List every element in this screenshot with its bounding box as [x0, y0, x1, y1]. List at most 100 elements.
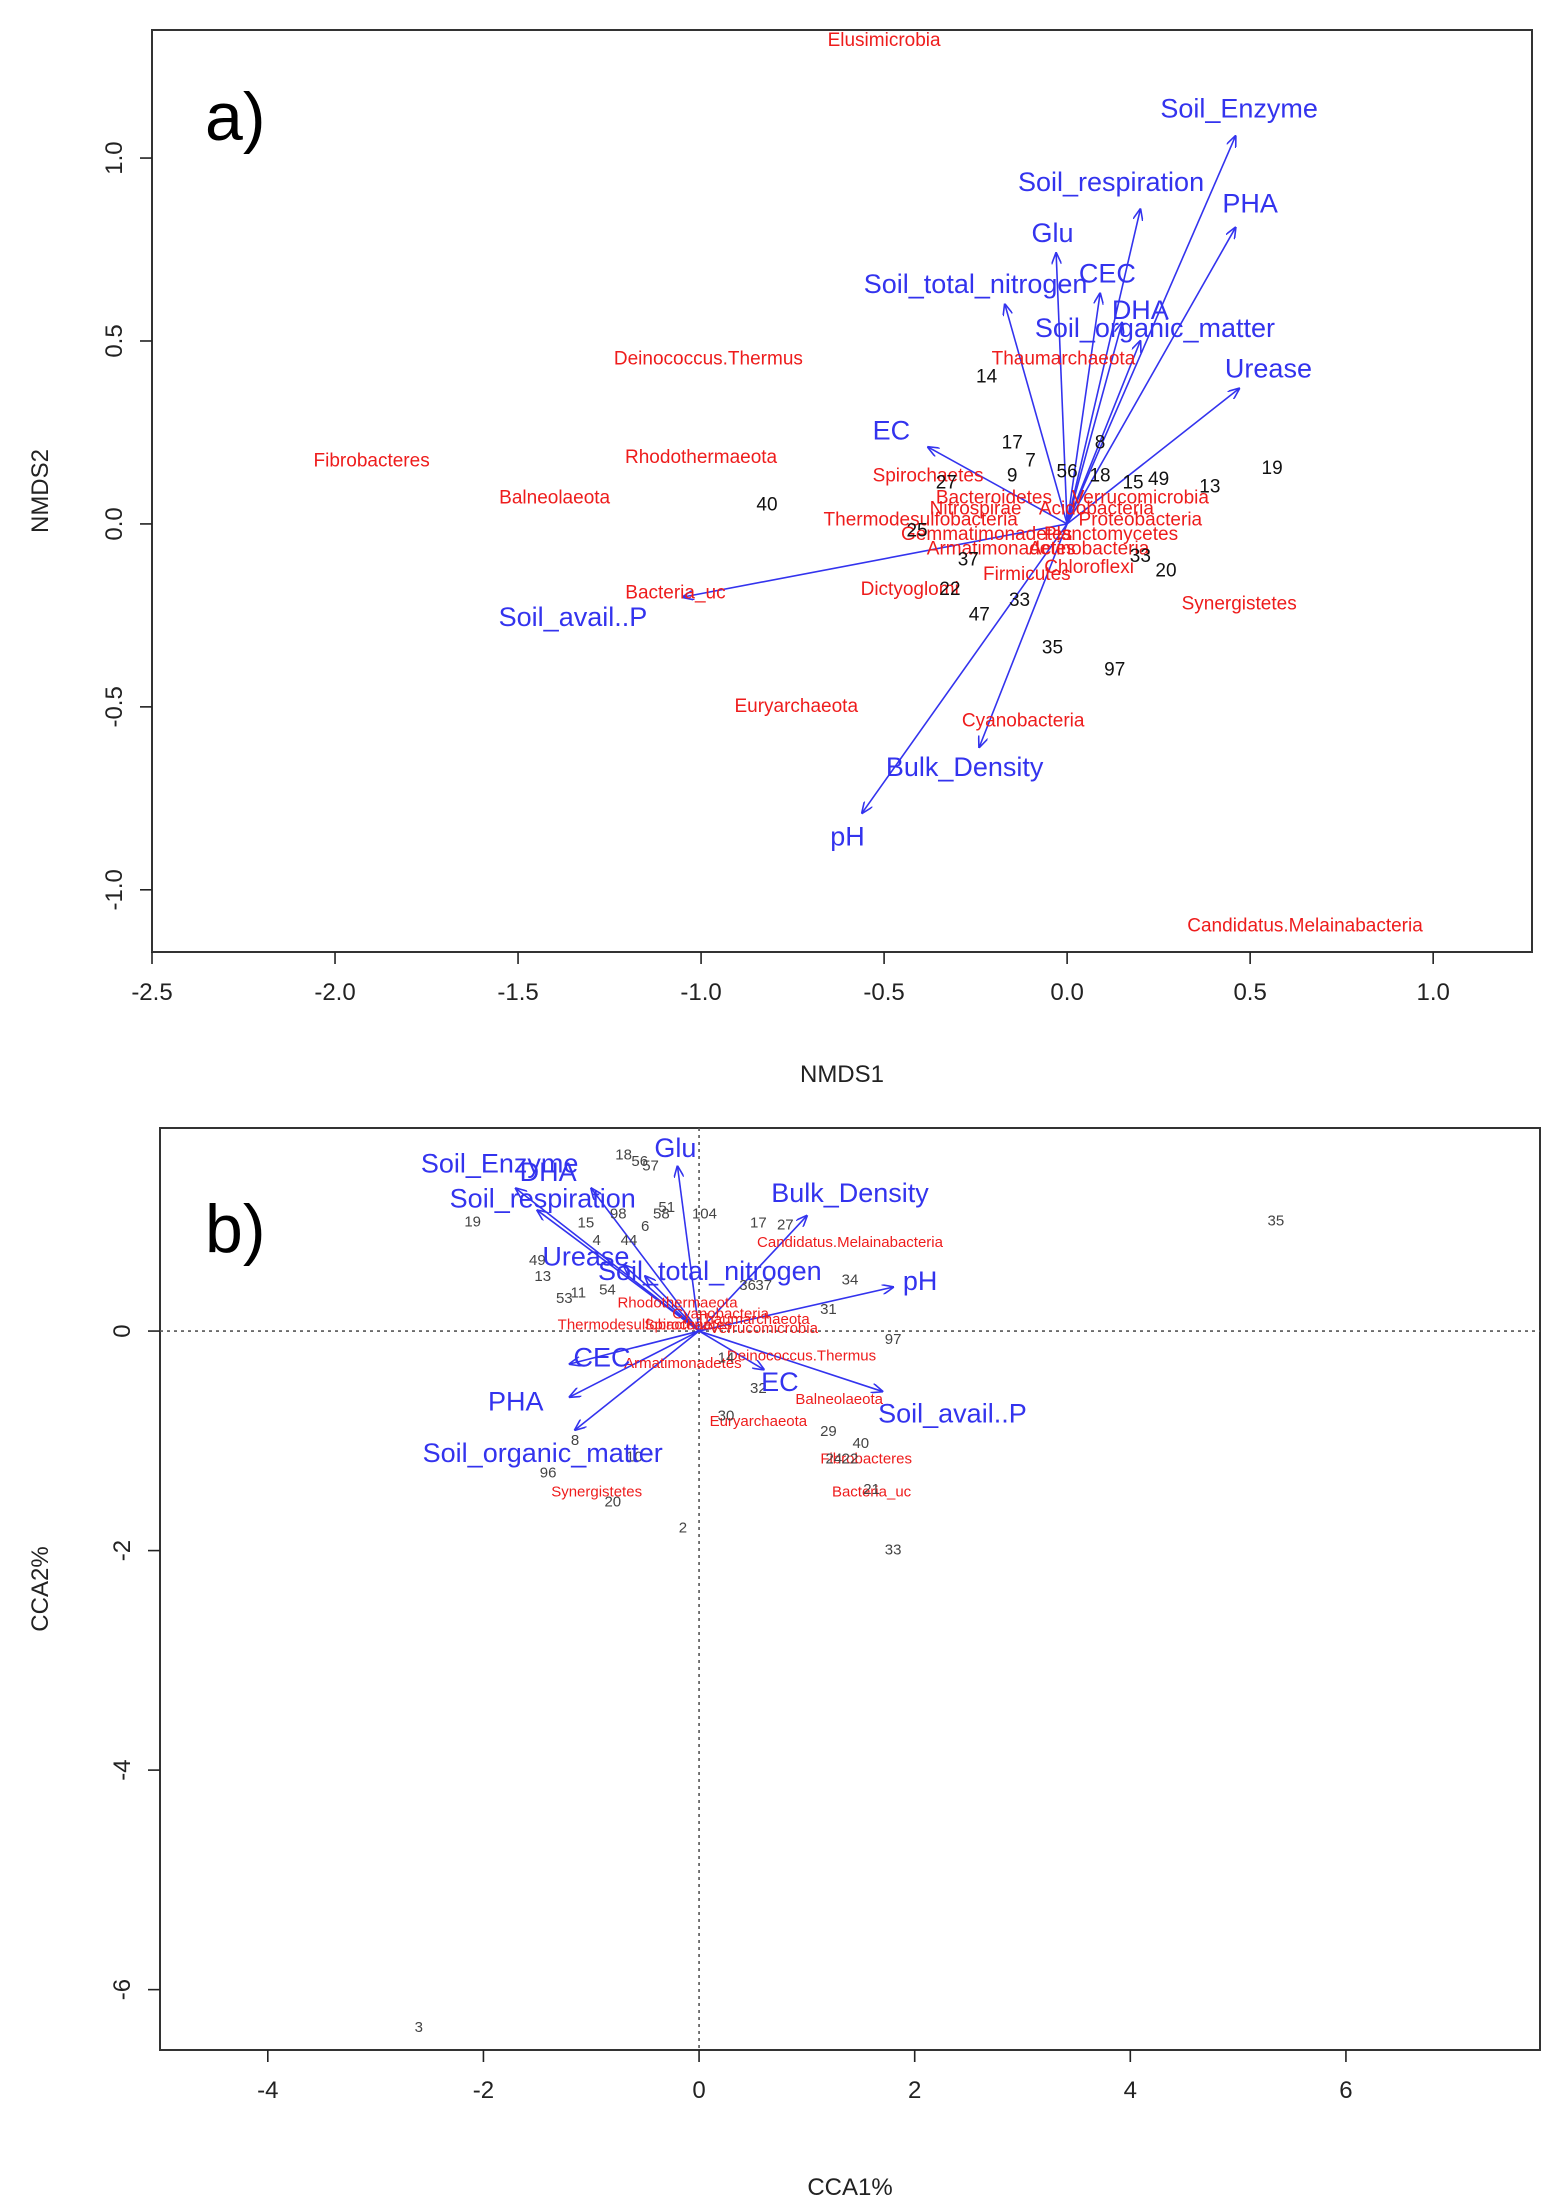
env-vector-label: Glu [1031, 218, 1073, 248]
env-vector-arrow [1066, 136, 1235, 525]
site-label: 14 [718, 1349, 735, 1366]
x-tick-label: -1.5 [497, 979, 538, 1006]
species-label: Balneolaeota [499, 487, 610, 508]
species-label: Bacteria_uc [832, 1483, 912, 1500]
species-label: Planctomycetes [1044, 524, 1178, 545]
site-label: 14 [976, 367, 998, 388]
x-tick-label: 1.0 [1416, 979, 1449, 1006]
species-label: Dictyoglomi [861, 579, 959, 600]
species-label: Chloroflexi [1044, 557, 1134, 578]
y-tick-label: -2 [109, 1540, 136, 1561]
species-label: Bacteria_uc [625, 582, 725, 603]
site-label: 35 [1268, 1212, 1285, 1229]
species-label: Armatimonadetes [927, 539, 1076, 560]
site-label: 18 [1089, 465, 1110, 486]
species-label: Armatimonadetes [624, 1355, 742, 1372]
env-vector-arrow [1066, 323, 1122, 525]
site-label: 96 [540, 1465, 557, 1482]
site-label: 49 [529, 1252, 546, 1269]
env-vector-label: Soil_total_nitrogen [864, 269, 1088, 299]
env-vector-arrow [698, 1216, 807, 1332]
site-label: 40 [756, 495, 777, 516]
env-vector-arrow [683, 523, 1068, 597]
species-labels-b: Candidatus.Melainabacteria Deinococcus.Th… [551, 1234, 943, 1500]
y-tick-label: 0.0 [101, 507, 128, 540]
site-label: 97 [1104, 659, 1125, 680]
species-label: Deinococcus.Thermus [614, 348, 803, 369]
site-label: 2 [679, 1520, 687, 1537]
env-vectors-b [516, 1166, 893, 1429]
y-tick-label: 0 [109, 1324, 136, 1337]
species-label: Gemmatimonadetes [901, 524, 1072, 545]
species-label: Cyanobacteria [672, 1306, 769, 1323]
site-label: 15 [578, 1214, 595, 1231]
species-label: Balneolaeota [795, 1391, 883, 1408]
species-labels-a: Elusimicrobia Deinococcus.Thermus Thaumarc… [314, 30, 1424, 936]
x-axis-title-a: NMDS1 [800, 1061, 884, 1088]
species-label: Fibrobacteres [314, 451, 430, 472]
site-label: 8 [571, 1432, 579, 1449]
x-tick-label: 4 [1124, 2077, 1137, 2104]
site-label: 22 [842, 1450, 859, 1467]
env-vector-label: PHA [1222, 189, 1278, 219]
env-vector-label: Soil_Enzyme [1160, 94, 1318, 124]
y-tick-label: -6 [109, 1979, 136, 2000]
y-tick-label: -0.5 [101, 686, 128, 727]
species-label: Spirochaetes [873, 465, 984, 486]
env-vector-arrow [645, 1276, 700, 1332]
env-vector-arrow [1066, 293, 1100, 525]
species-label: Actinobacteria [1029, 539, 1150, 560]
x-tick-label: 0 [692, 2077, 705, 2104]
species-label: Rhodothermaeota [625, 447, 778, 468]
site-label: 58 [653, 1206, 670, 1223]
env-vector-label: Soil_organic_matter [1035, 313, 1275, 343]
x-axis-ticks-b: -4 -2 0 2 4 6 [257, 2050, 1353, 2104]
site-label: 37 [755, 1277, 772, 1294]
y-tick-label: 0.5 [101, 324, 128, 357]
site-label: 31 [820, 1301, 837, 1318]
site-label: 34 [842, 1272, 859, 1289]
species-label: Acidobacteria [1039, 498, 1155, 519]
env-vector-arrow [862, 523, 1068, 813]
x-tick-label: 6 [1339, 2077, 1352, 2104]
env-vector-arrow [1066, 341, 1140, 525]
species-label: Euryarchaeota [734, 696, 858, 717]
env-vector-label: EC [761, 1367, 799, 1397]
site-label: 56 [631, 1153, 648, 1170]
site-label: 44 [621, 1232, 638, 1249]
site-label: 17 [1002, 432, 1023, 453]
site-label: 21 [863, 1481, 880, 1498]
env-vector-arrow [575, 1330, 700, 1430]
env-vector-arrow [591, 1188, 700, 1332]
env-vector-arrow [570, 1330, 700, 1364]
env-vector-arrow [698, 1330, 882, 1391]
panel-label-b: b) [205, 1191, 265, 1267]
site-label: 15 [1122, 473, 1143, 494]
env-vector-label: Soil_respiration [450, 1184, 636, 1214]
species-label: Spirochaetes [645, 1317, 733, 1334]
site-label: 18 [615, 1146, 632, 1163]
site-label: 6 [641, 1218, 649, 1235]
x-tick-label: -4 [257, 2077, 278, 2104]
x-axis-ticks-a: -2.5 -2.0 -1.5 -1.0 -0.5 0.0 0.5 1.0 [131, 952, 1450, 1006]
x-tick-label: 0.0 [1050, 979, 1083, 1006]
site-label: 19 [464, 1213, 481, 1230]
site-label: 27 [777, 1217, 794, 1234]
env-vector-label: Soil_respiration [1018, 167, 1204, 197]
env-vector-label: DHA [1112, 295, 1169, 325]
x-tick-label: -1.0 [680, 979, 721, 1006]
x-tick-label: -2.5 [131, 979, 172, 1006]
species-label: Candidatus.Melainabacteria [757, 1234, 944, 1251]
x-tick-label: -0.5 [863, 979, 904, 1006]
species-label: Rhodothermaeota [617, 1295, 738, 1312]
y-tick-label: -4 [109, 1759, 136, 1780]
site-label: 25 [906, 520, 927, 541]
species-label: Thaumarchaeota [992, 348, 1136, 369]
nmds-panel-a: a) -2.5 -2.0 -1.5 -1.0 -0.5 0.0 0.5 1.0 -1.0 -0.… [27, 29, 1533, 1088]
y-axis-ticks-a: -1.0 -0.5 0.0 0.5 1.0 [101, 141, 152, 910]
y-axis-title-a: NMDS2 [27, 449, 54, 533]
x-axis-title-b: CCA1% [807, 2174, 892, 2201]
cca-panel-b: b) -4 -2 0 2 4 6 -6-4-20 Candidatus.Melainaba… [27, 1127, 1541, 2201]
site-label: 37 [958, 550, 979, 571]
